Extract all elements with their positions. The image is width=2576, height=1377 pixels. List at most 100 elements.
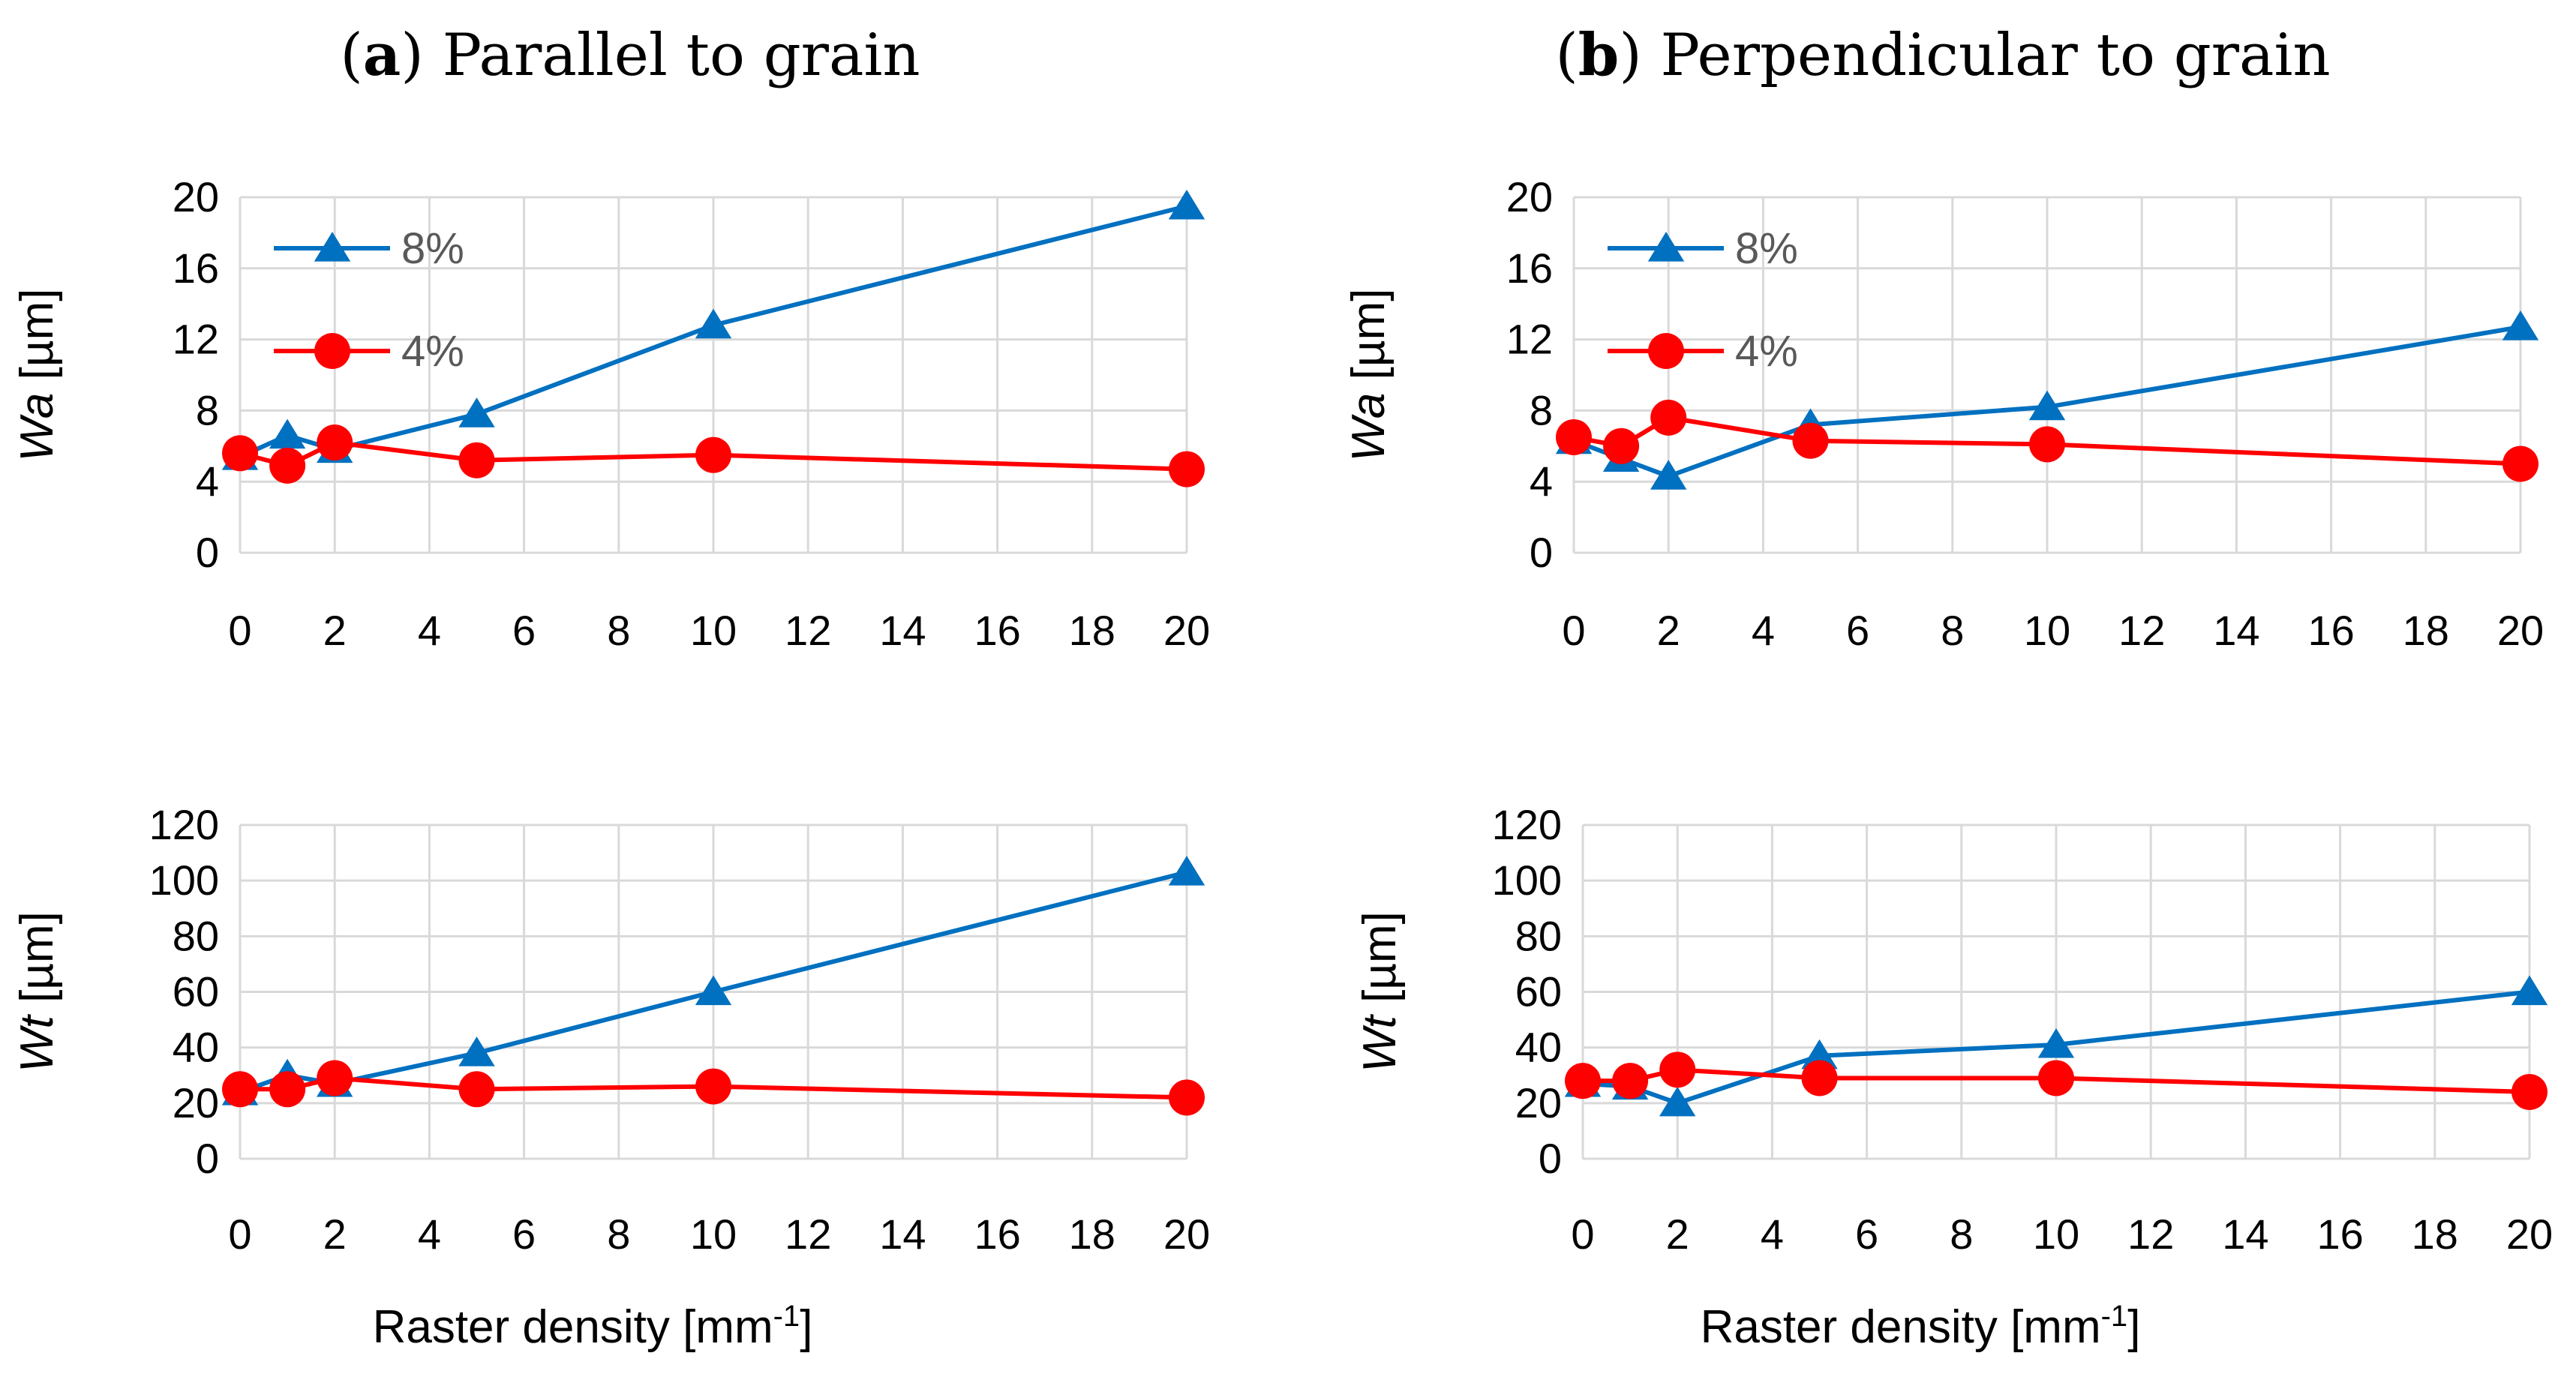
x-tick-label: 20	[2497, 607, 2544, 654]
legend-marker-circle	[1648, 333, 1684, 369]
data-point-8pct	[1168, 856, 1205, 886]
x-tick-label: 16	[2316, 1210, 2363, 1258]
data-point-8pct	[695, 308, 732, 339]
x-tick-label: 16	[974, 607, 1020, 654]
data-point-8pct	[2511, 975, 2548, 1006]
x-tick-label: 20	[1163, 1210, 1210, 1258]
x-tick-label: 20	[1163, 607, 1210, 654]
y-tick-label: 80	[1515, 912, 1562, 959]
x-tick-label: 16	[974, 1210, 1020, 1258]
panel-a-title-letter: a	[363, 21, 401, 89]
y-tick-label: 16	[173, 244, 219, 292]
data-point-4pct	[458, 442, 495, 478]
x-tick-label: 0	[1562, 607, 1585, 654]
x-tick-label: 4	[1761, 1210, 1784, 1258]
y-tick-label: 8	[1530, 386, 1553, 434]
data-point-4pct	[317, 424, 353, 461]
y-axis-label-var: Wt	[11, 1013, 63, 1072]
x-axis-label-b: Raster density [mm-1]	[1701, 1300, 2141, 1353]
data-point-4pct	[1169, 1079, 1205, 1116]
x-tick-label: 16	[2307, 607, 2354, 654]
data-point-8pct	[458, 1036, 495, 1066]
data-point-4pct	[2038, 1060, 2074, 1096]
x-tick-label: 10	[690, 607, 737, 654]
x-tick-label: 8	[607, 607, 630, 654]
chart-b-wa: 0 4 8 12 16 20 0 2 4 6 8 10 12 14 16 18 20 Wa [µm] 8% 4%	[1343, 173, 2544, 654]
legend-marker-triangle	[314, 232, 351, 262]
data-point-8pct	[2502, 310, 2539, 340]
data-point-8pct	[2028, 390, 2066, 421]
x-tick-label: 8	[607, 1210, 630, 1258]
panel-b-title-text: ) Perpendicular to grain	[1619, 22, 2330, 89]
data-point-8pct	[1650, 460, 1687, 490]
y-tick-label: 20	[1515, 1079, 1562, 1126]
chart-a-wt: 0 20 40 60 80 100 120 0 2 4 6 8 10 12 14 16 18 20 Wt [µm]	[11, 801, 1210, 1258]
panel-a-title-text: ) Parallel to grain	[401, 22, 920, 89]
x-tick-label: 18	[2403, 607, 2449, 654]
x-tick-label: 10	[690, 1210, 737, 1258]
panel-b-title: (b) Perpendicular to grain	[1555, 21, 2330, 89]
y-tick-label: 20	[1506, 173, 1553, 220]
data-point-4pct	[1556, 418, 1592, 455]
data-point-8pct	[269, 418, 306, 449]
data-point-4pct	[1801, 1060, 1838, 1096]
data-point-4pct	[317, 1060, 353, 1096]
legend-marker-circle	[314, 333, 350, 369]
x-tick-label: 14	[879, 607, 926, 654]
x-tick-label: 18	[1069, 607, 1115, 654]
y-tick-label: 100	[1492, 856, 1562, 904]
x-tick-label: 2	[1657, 607, 1680, 654]
data-point-4pct	[1603, 428, 1640, 464]
x-axis-label-b-close: ]	[2127, 1301, 2140, 1353]
y-tick-label: 12	[173, 316, 219, 363]
y-tick-label: 4	[1530, 458, 1553, 505]
y-tick-label: 0	[196, 1135, 219, 1182]
x-tick-label: 18	[1069, 1210, 1115, 1258]
x-tick-label: 6	[512, 1210, 536, 1258]
data-point-8pct	[1659, 1086, 1696, 1117]
x-tick-label: 20	[2506, 1210, 2553, 1258]
y-tick-label: 4	[196, 458, 219, 505]
x-tick-label: 10	[2024, 607, 2070, 654]
x-tick-label: 8	[1941, 607, 1964, 654]
y-tick-label: 80	[173, 912, 219, 959]
y-tick-label: 0	[1539, 1135, 1562, 1182]
data-point-8pct	[695, 975, 732, 1006]
x-tick-label: 6	[1855, 1210, 1878, 1258]
y-tick-label: 40	[1515, 1024, 1562, 1071]
y-tick-label: 60	[173, 968, 219, 1016]
data-point-4pct	[222, 1071, 258, 1108]
x-tick-label: 8	[1950, 1210, 1973, 1258]
y-tick-label: 0	[1530, 529, 1553, 576]
y-axis-label-var: Wt	[1354, 1013, 1406, 1072]
legend-marker-triangle	[1647, 232, 1685, 262]
y-tick-label: 120	[149, 801, 219, 848]
chart-a-wa: 0 4 8 12 16 20 0 2 4 6 8 10 12 14 16 18 20 Wa [µm] 8% 4%	[11, 173, 1210, 654]
data-point-4pct	[695, 1068, 731, 1105]
x-tick-label: 14	[2213, 607, 2259, 654]
x-tick-label: 12	[785, 1210, 831, 1258]
x-axis-label-b-text: Raster density [mm	[1701, 1301, 2101, 1353]
x-tick-label: 4	[418, 1210, 441, 1258]
y-axis-label-unit: [µm]	[1354, 911, 1406, 1016]
y-tick-label: 120	[1492, 801, 1562, 848]
y-axis-label: Wt [µm]	[1354, 911, 1406, 1072]
x-tick-label: 0	[1571, 1210, 1594, 1258]
data-point-8pct	[1168, 189, 1205, 220]
legend-label: 4%	[1735, 327, 1798, 376]
y-tick-label: 20	[173, 1079, 219, 1126]
y-tick-label: 16	[1506, 244, 1553, 292]
x-tick-label: 18	[2412, 1210, 2458, 1258]
y-axis-label-unit: [µm]	[11, 289, 63, 393]
y-axis-label-var: Wa	[11, 393, 63, 462]
y-axis-label: Wa [µm]	[1343, 289, 1395, 462]
data-point-4pct	[222, 435, 258, 472]
data-point-4pct	[1565, 1063, 1601, 1100]
data-point-8pct	[458, 398, 495, 428]
legend-label: 8%	[401, 224, 464, 273]
x-tick-label: 14	[2222, 1210, 2268, 1258]
y-axis-label: Wa [µm]	[11, 289, 63, 462]
y-axis-label-unit: [µm]	[1343, 289, 1395, 393]
data-point-4pct	[1612, 1063, 1649, 1100]
data-point-4pct	[2511, 1074, 2547, 1110]
